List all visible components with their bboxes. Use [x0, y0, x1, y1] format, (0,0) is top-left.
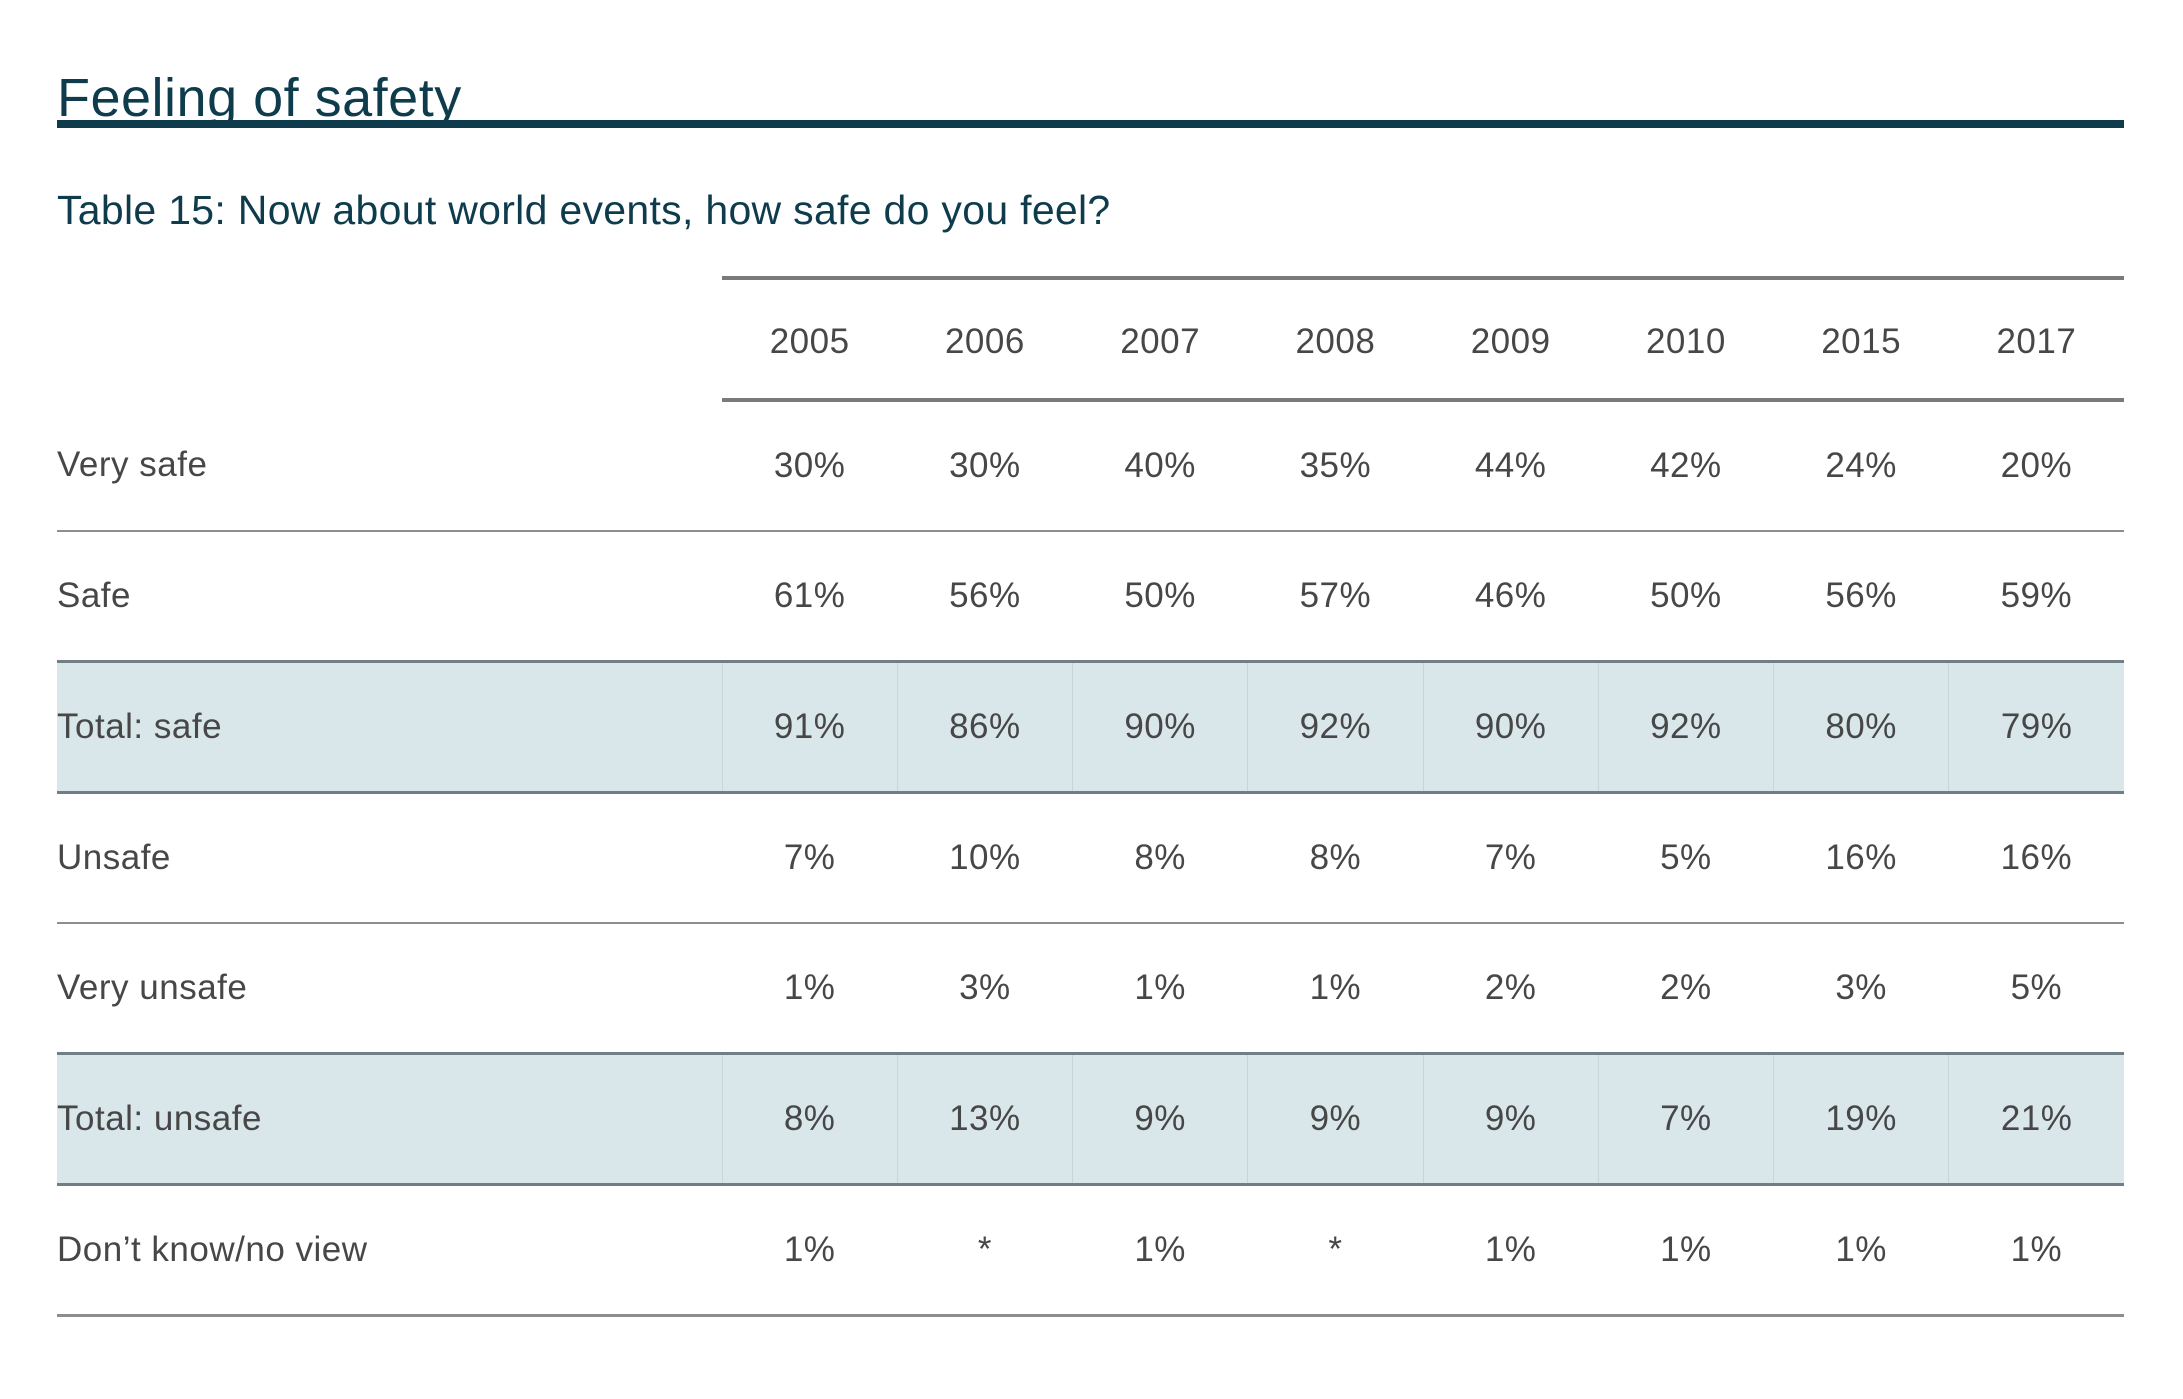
value-cell: 92%: [1597, 660, 1774, 794]
value-cell: 42%: [1598, 400, 1774, 532]
value-cell: 9%: [1422, 1052, 1599, 1186]
row-label: Very safe: [57, 400, 722, 532]
value-cell: 1%: [1773, 1184, 1949, 1317]
value-cell: 1%: [1598, 1184, 1774, 1317]
year-column-header: 2015: [1773, 276, 1949, 402]
value-cell: 40%: [1072, 400, 1248, 532]
value-cell: 56%: [1773, 531, 1949, 663]
safety-table: 2005 2006 2007 2008 2009 2010 2015 2017 Very sa…: [57, 276, 2124, 1317]
value-cell: 35%: [1247, 400, 1423, 532]
value-cell: 9%: [1247, 1052, 1423, 1186]
value-cell: 24%: [1773, 400, 1949, 532]
value-cell: 8%: [721, 1052, 898, 1186]
year-column-header: 2007: [1072, 276, 1248, 402]
year-column-header: 2017: [1948, 276, 2124, 402]
value-cell: 56%: [897, 531, 1073, 663]
year-column-header: 2006: [897, 276, 1073, 402]
value-cell: 50%: [1598, 531, 1774, 663]
value-cell: 5%: [1598, 792, 1774, 924]
table-row: Total: unsafe 8% 13% 9% 9% 9% 7% 19% 21%: [57, 1052, 2124, 1186]
table-row: Don’t know/no view 1% * 1% * 1% 1% 1% 1%: [57, 1184, 2124, 1317]
value-cell: 1%: [1948, 1184, 2124, 1317]
row-label: Total: safe: [57, 660, 722, 794]
value-cell: 1%: [1247, 923, 1423, 1055]
value-cell: *: [1247, 1184, 1423, 1317]
title-divider-rule: [57, 120, 2124, 128]
row-label: Total: unsafe: [57, 1052, 722, 1186]
value-cell: 44%: [1423, 400, 1599, 532]
value-cell: 1%: [1072, 923, 1248, 1055]
value-cell: *: [897, 1184, 1073, 1317]
year-column-header: 2008: [1247, 276, 1423, 402]
value-cell: 7%: [1423, 792, 1599, 924]
year-header-row: 2005 2006 2007 2008 2009 2010 2015 2017: [57, 276, 2124, 402]
value-cell: 3%: [897, 923, 1073, 1055]
page-title: Feeling of safety: [57, 68, 462, 129]
table-row: Very safe 30% 30% 40% 35% 44% 42% 24% 20%: [57, 400, 2124, 532]
value-cell: 1%: [1423, 1184, 1599, 1317]
table-row: Unsafe 7% 10% 8% 8% 7% 5% 16% 16%: [57, 792, 2124, 924]
value-cell: 21%: [1948, 1052, 2124, 1186]
value-cell: 7%: [722, 792, 898, 924]
value-cell: 16%: [1773, 792, 1949, 924]
year-column-header: 2010: [1598, 276, 1774, 402]
value-cell: 16%: [1948, 792, 2124, 924]
value-cell: 90%: [1071, 660, 1248, 794]
row-label: Very unsafe: [57, 923, 722, 1055]
value-cell: 20%: [1948, 400, 2124, 532]
value-cell: 90%: [1422, 660, 1599, 794]
value-cell: 9%: [1071, 1052, 1248, 1186]
value-cell: 2%: [1598, 923, 1774, 1055]
value-cell: 46%: [1423, 531, 1599, 663]
value-cell: 79%: [1948, 660, 2124, 794]
value-cell: 1%: [722, 923, 898, 1055]
table-caption: Table 15: Now about world events, how sa…: [57, 187, 1111, 234]
row-label: Unsafe: [57, 792, 722, 924]
value-cell: 30%: [897, 400, 1073, 532]
value-cell: 50%: [1072, 531, 1248, 663]
value-cell: 86%: [896, 660, 1073, 794]
value-cell: 91%: [721, 660, 898, 794]
table-body: Very safe 30% 30% 40% 35% 44% 42% 24% 20% Safe 61%…: [57, 400, 2124, 1317]
row-label: Don’t know/no view: [57, 1184, 722, 1317]
table-row: Very unsafe 1% 3% 1% 1% 2% 2% 3% 5%: [57, 923, 2124, 1055]
value-cell: 8%: [1247, 792, 1423, 924]
table-row: Total: safe 91% 86% 90% 92% 90% 92% 80% 79%: [57, 660, 2124, 794]
value-cell: 61%: [722, 531, 898, 663]
value-cell: 92%: [1247, 660, 1423, 794]
value-cell: 8%: [1072, 792, 1248, 924]
row-label: Safe: [57, 531, 722, 663]
value-cell: 10%: [897, 792, 1073, 924]
safety-table-container: 2005 2006 2007 2008 2009 2010 2015 2017 Very sa…: [57, 276, 2124, 1317]
year-column-header: 2009: [1423, 276, 1599, 402]
table-row: Safe 61% 56% 50% 57% 46% 50% 56% 59%: [57, 531, 2124, 663]
value-cell: 7%: [1597, 1052, 1774, 1186]
value-cell: 59%: [1948, 531, 2124, 663]
value-cell: 57%: [1247, 531, 1423, 663]
value-cell: 2%: [1423, 923, 1599, 1055]
value-cell: 19%: [1772, 1052, 1949, 1186]
value-cell: 13%: [896, 1052, 1073, 1186]
value-cell: 1%: [722, 1184, 898, 1317]
value-cell: 1%: [1072, 1184, 1248, 1317]
header-corner-cell: [57, 278, 722, 400]
value-cell: 80%: [1772, 660, 1949, 794]
year-column-header: 2005: [722, 276, 898, 402]
value-cell: 5%: [1948, 923, 2124, 1055]
value-cell: 3%: [1773, 923, 1949, 1055]
value-cell: 30%: [722, 400, 898, 532]
